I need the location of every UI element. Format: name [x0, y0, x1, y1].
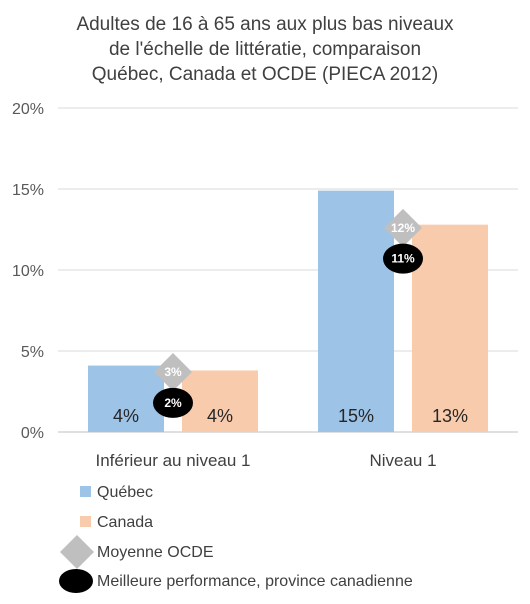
chart-title: Adultes de 16 à 65 ans aux plus bas nive…: [76, 14, 454, 85]
legend-swatch-qu-bec: [80, 486, 91, 497]
oecd-average-diamond-0: [154, 353, 192, 392]
chart-title-line: de l'échelle de littératie, comparaison: [109, 39, 421, 60]
y-tick-label: 0%: [21, 425, 44, 442]
bar-qu-bec-1: [318, 190, 394, 432]
marker-value-label: 12%: [391, 221, 415, 235]
legend-diamond-icon: [60, 535, 94, 569]
bar-value-label: 15%: [338, 406, 374, 426]
bars: [88, 190, 488, 432]
marker-value-label: 2%: [164, 396, 182, 410]
x-category-label: Niveau 1: [369, 451, 436, 470]
oecd-average-diamond-1: [384, 208, 422, 247]
legend: Québec Canada Moyenne OCDE Meilleure perfor…: [59, 484, 413, 593]
marker-value-label: 3%: [164, 365, 182, 379]
bar-qu-bec-0: [88, 365, 164, 432]
x-axis-categories: Inférieur au niveau 1 Niveau 1: [96, 451, 437, 470]
best-province-ellipse-0: [153, 387, 193, 418]
legend-label: Meilleure performance, province canadien…: [97, 573, 413, 590]
best-province-ellipse-1: [383, 243, 423, 274]
y-tick-label: 10%: [12, 263, 44, 280]
y-tick-label: 20%: [12, 101, 44, 118]
bar-canada-0: [182, 370, 258, 432]
legend-label: Moyenne OCDE: [97, 544, 214, 561]
y-tick-label: 15%: [12, 182, 44, 199]
chart-title-line: Adultes de 16 à 65 ans aux plus bas nive…: [76, 14, 454, 35]
marker-value-label: 11%: [391, 252, 415, 266]
legend-label: Canada: [97, 514, 153, 531]
y-tick-label: 5%: [21, 344, 44, 361]
bar-value-label: 4%: [113, 406, 139, 426]
chart-title-line: Québec, Canada et OCDE (PIECA 2012): [92, 64, 438, 85]
bar-value-label: 4%: [207, 406, 233, 426]
bar-canada-1: [412, 224, 488, 432]
y-axis-ticks: 0% 5% 10% 15% 20%: [12, 101, 44, 442]
markers: 3% 12% 2% 11%: [153, 208, 423, 418]
legend-label: Québec: [97, 484, 153, 501]
bar-value-labels: 4% 4% 15% 13%: [113, 406, 468, 426]
legend-swatch-canada: [80, 516, 91, 527]
bar-value-label: 13%: [432, 406, 468, 426]
legend-ellipse-icon: [59, 569, 93, 593]
x-category-label: Inférieur au niveau 1: [96, 451, 251, 470]
